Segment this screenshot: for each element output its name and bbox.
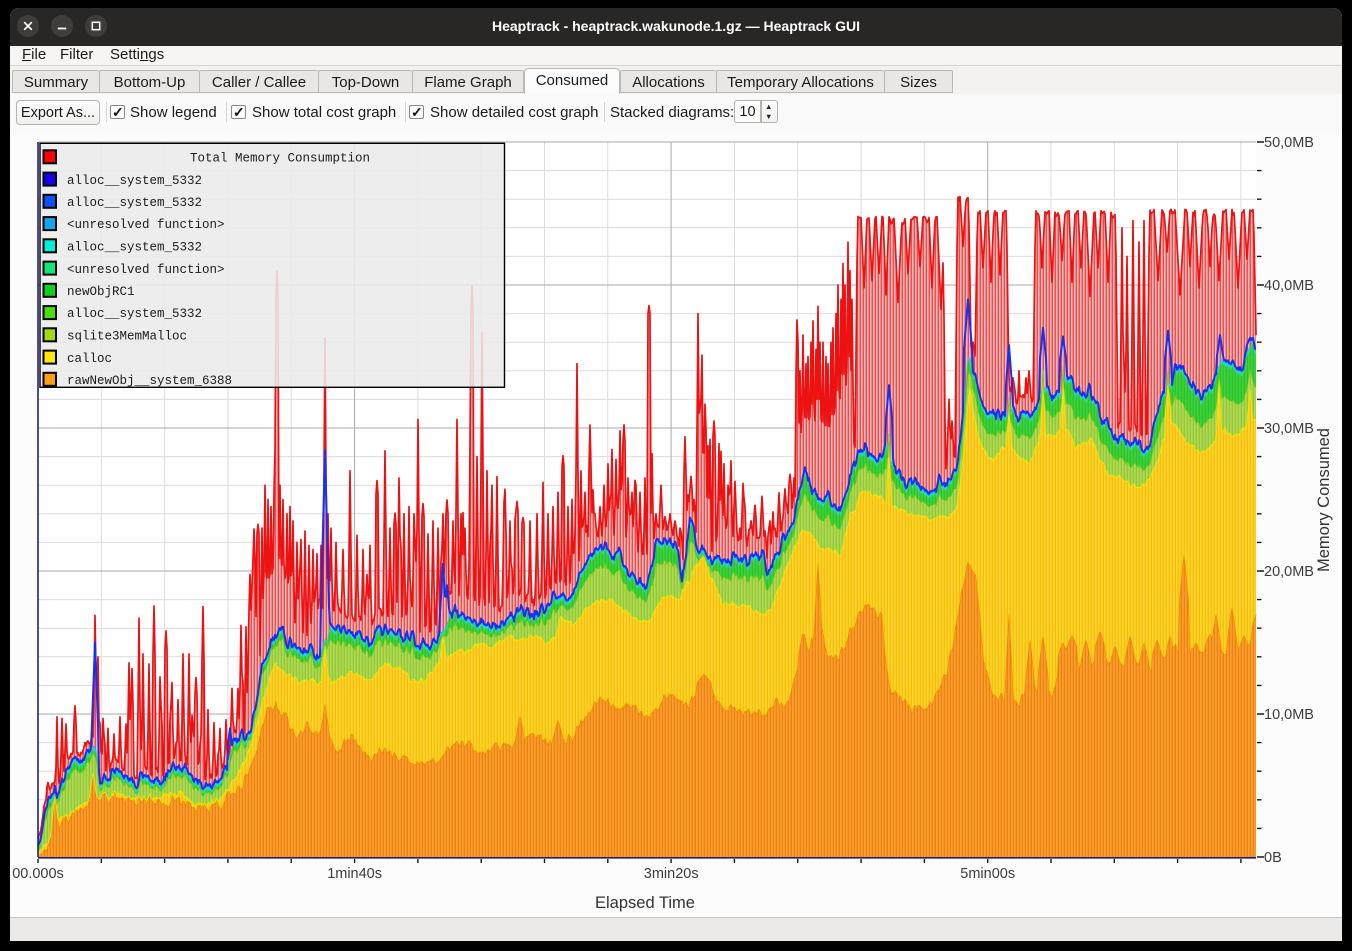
svg-text:alloc__system_5332: alloc__system_5332 [67, 196, 202, 210]
svg-text:<unresolved function>: <unresolved function> [67, 263, 225, 277]
svg-text:alloc__system_5332: alloc__system_5332 [67, 174, 202, 188]
svg-text:5min00s: 5min00s [960, 866, 1015, 882]
svg-text:10,0MB: 10,0MB [1264, 707, 1314, 723]
svg-text:20,0MB: 20,0MB [1264, 564, 1314, 580]
svg-text:Elapsed Time: Elapsed Time [595, 894, 695, 912]
svg-text:Total Memory Consumption: Total Memory Consumption [190, 152, 370, 166]
svg-text:00.000s: 00.000s [12, 866, 64, 882]
svg-text:alloc__system_5332: alloc__system_5332 [67, 307, 202, 321]
svg-text:calloc: calloc [67, 352, 112, 366]
svg-text:Memory Consumed: Memory Consumed [1315, 428, 1333, 572]
svg-text:1min40s: 1min40s [327, 866, 382, 882]
svg-text:3min20s: 3min20s [644, 866, 699, 882]
svg-text:<unresolved function>: <unresolved function> [67, 218, 225, 232]
svg-text:newObjRC1: newObjRC1 [67, 285, 135, 299]
svg-text:50,0MB: 50,0MB [1264, 135, 1314, 151]
svg-text:40,0MB: 40,0MB [1264, 278, 1314, 294]
svg-text:alloc__system_5332: alloc__system_5332 [67, 241, 202, 255]
svg-text:30,0MB: 30,0MB [1264, 421, 1314, 437]
svg-text:0B: 0B [1264, 850, 1282, 866]
svg-text:sqlite3MemMalloc: sqlite3MemMalloc [67, 330, 187, 344]
svg-text:rawNewObj__system_6388: rawNewObj__system_6388 [67, 374, 232, 388]
